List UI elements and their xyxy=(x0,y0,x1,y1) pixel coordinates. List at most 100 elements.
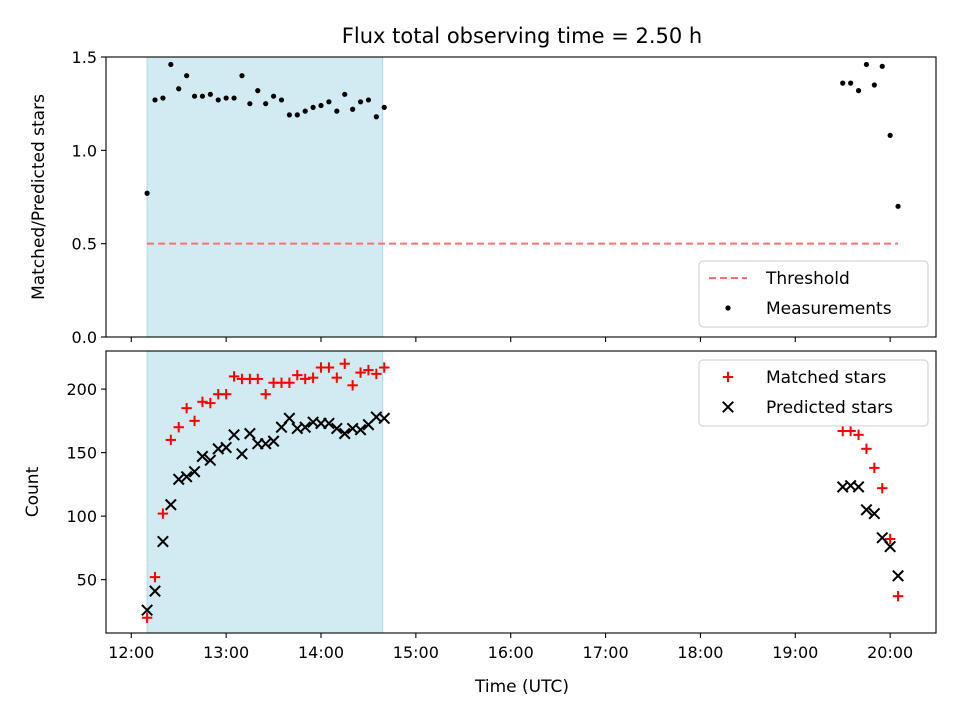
measurement-point xyxy=(239,73,245,79)
legend-label: Predicted stars xyxy=(766,398,893,418)
matched-star-point xyxy=(252,373,263,385)
predicted-star-point xyxy=(259,437,272,450)
measurement-point xyxy=(294,112,300,118)
measurement-point xyxy=(863,61,870,68)
measurement-point xyxy=(887,132,893,138)
matched-star-point xyxy=(292,369,303,381)
measurement-point xyxy=(350,106,356,112)
measurement-point xyxy=(278,97,285,103)
measurement-point xyxy=(326,99,332,105)
x-tick-label: 15:00 xyxy=(393,643,439,662)
matched-star-point xyxy=(861,443,872,455)
predicted-star-point xyxy=(196,450,209,463)
y-tick-label: 150 xyxy=(66,444,97,463)
measurement-point xyxy=(302,108,308,114)
measurement-point xyxy=(286,112,292,118)
predicted-star-point xyxy=(220,441,233,454)
measurement-point xyxy=(176,86,182,92)
matched-star-point xyxy=(165,434,177,446)
matched-star-point xyxy=(197,396,208,408)
matched-star-point xyxy=(355,367,366,378)
y-tick-label: 100 xyxy=(66,507,97,526)
predicted-star-point xyxy=(228,428,240,441)
measurement-point xyxy=(373,114,379,120)
measurement-point xyxy=(160,95,166,101)
matched-star-point xyxy=(141,612,153,623)
x-tick-label: 18:00 xyxy=(677,643,723,662)
matched-star-point xyxy=(260,388,271,400)
predicted-star-point xyxy=(868,507,881,520)
measurement-point xyxy=(381,104,387,110)
matched-star-point xyxy=(189,415,200,427)
matched-star-point xyxy=(181,402,192,414)
axes-frame xyxy=(105,56,937,338)
matched-star-point xyxy=(347,380,358,391)
count-panel: 50 100 150 200 12:00 13:00 14:00 15:00 16:00 17:0… xyxy=(23,350,937,662)
matched-star-point xyxy=(892,590,904,602)
predicted-star-point xyxy=(378,412,391,425)
matched-star-point xyxy=(300,373,311,385)
predicted-star-point xyxy=(172,473,185,486)
y-tick-label: 0.0 xyxy=(72,328,97,347)
predicted-star-point xyxy=(157,535,169,548)
predicted-star-point xyxy=(299,421,312,434)
measurement-point xyxy=(318,102,324,109)
matched-star-point xyxy=(877,482,888,494)
measurement-point xyxy=(207,91,213,97)
measurement-point xyxy=(263,101,269,107)
y-tick-label: 200 xyxy=(66,380,97,399)
matched-star-point xyxy=(149,571,161,583)
predicted-star-point xyxy=(141,604,154,617)
legend-matched-swatch xyxy=(722,371,734,383)
y-axis-label: Count xyxy=(23,466,43,517)
matched-star-point xyxy=(371,368,382,380)
legend-box xyxy=(698,260,929,328)
y-tick-label: 0.5 xyxy=(72,235,97,254)
predicted-star-point xyxy=(243,427,256,440)
y-tick-label: 1.5 xyxy=(72,48,97,67)
matched-star-point xyxy=(853,429,864,441)
x-axis-label: Time (UTC) xyxy=(474,677,569,697)
measurement-point xyxy=(223,95,229,101)
measurement-point xyxy=(334,108,340,114)
matched-star-point xyxy=(379,362,390,373)
measurement-point xyxy=(191,93,198,99)
measurement-point xyxy=(357,99,364,105)
measurement-point xyxy=(365,97,372,103)
matched-star-point xyxy=(284,377,295,388)
measurement-point xyxy=(144,190,150,196)
matched-star-point xyxy=(339,358,350,369)
measurement-point xyxy=(184,73,190,79)
predicted-star-point xyxy=(330,422,343,435)
legend-box xyxy=(698,359,929,427)
x-tick-label: 12:00 xyxy=(108,643,154,662)
measurement-point xyxy=(840,80,846,86)
predicted-star-point xyxy=(283,412,296,425)
y-tick-label: 50 xyxy=(77,571,97,590)
measurement-point xyxy=(342,91,348,97)
predicted-star-point xyxy=(892,569,904,582)
measurement-point xyxy=(871,82,877,88)
x-tick-label: 17:00 xyxy=(583,643,629,662)
x-tick-label: 20:00 xyxy=(867,643,913,662)
matched-star-point xyxy=(157,508,169,519)
measurement-point xyxy=(199,93,206,99)
predicted-star-point xyxy=(860,503,873,516)
y-axis-label: Matched/Predicted stars xyxy=(29,94,49,300)
predicted-star-point xyxy=(188,465,201,478)
measurement-point xyxy=(855,88,862,94)
measurement-point xyxy=(255,88,261,94)
matched-star-point xyxy=(363,364,374,376)
axes-frame xyxy=(105,350,937,634)
measurement-point xyxy=(895,203,901,209)
matched-star-point xyxy=(173,422,184,433)
measurement-point xyxy=(247,101,253,107)
matched-star-point xyxy=(228,371,240,382)
matched-star-point xyxy=(331,372,343,383)
predicted-star-point xyxy=(354,423,367,436)
predicted-star-point xyxy=(884,540,897,553)
legend: Matched stars Predicted stars xyxy=(698,359,929,427)
legend: Threshold Measurements xyxy=(698,260,929,328)
x-tick-label: 16:00 xyxy=(488,643,534,662)
matched-star-point xyxy=(323,362,335,373)
